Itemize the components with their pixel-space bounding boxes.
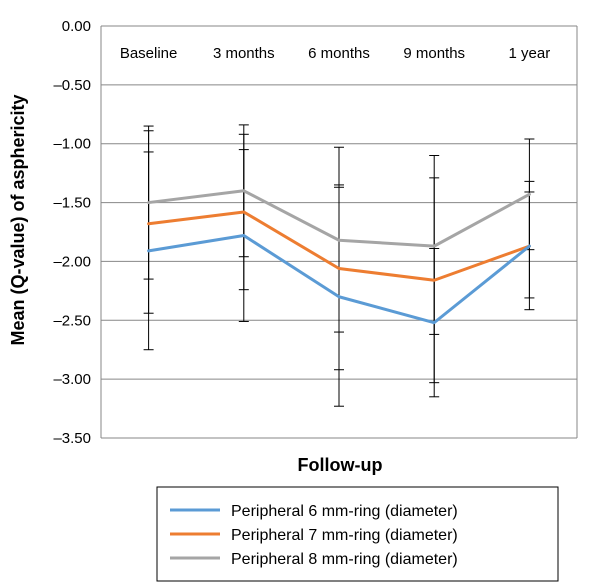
y-tick-label: –0.50 bbox=[53, 77, 91, 94]
category-label: Baseline bbox=[120, 45, 178, 62]
y-tick-label: –3.50 bbox=[53, 430, 91, 447]
series-lines bbox=[147, 189, 531, 325]
legend-label: Peripheral 8 mm-ring (diameter) bbox=[231, 551, 458, 568]
legend-label: Peripheral 6 mm-ring (diameter) bbox=[231, 503, 458, 520]
category-labels: Baseline 3 months 6 months 9 months 1 year bbox=[120, 45, 550, 62]
y-axis-tick-labels: 0.00 –0.50 –1.00 –1.50 –2.00 –2.50 –3.00 –3.50 bbox=[53, 18, 91, 447]
category-label: 3 months bbox=[213, 45, 275, 62]
plot-area-border bbox=[100, 26, 578, 438]
series-line bbox=[147, 189, 531, 248]
legend: Peripheral 6 mm-ring (diameter) Periphera… bbox=[156, 486, 559, 582]
y-axis-title: Mean (Q-value) of asphericity bbox=[8, 94, 28, 345]
y-tick-label: –3.00 bbox=[53, 371, 91, 388]
category-label: 6 months bbox=[308, 45, 370, 62]
legend-box bbox=[156, 486, 559, 582]
y-tick-label: –1.00 bbox=[53, 136, 91, 153]
y-tick-label: 0.00 bbox=[62, 18, 91, 35]
series-line bbox=[147, 234, 531, 325]
x-axis-title: Follow-up bbox=[298, 455, 383, 475]
legend-label: Peripheral 7 mm-ring (diameter) bbox=[231, 527, 458, 544]
category-label: 9 months bbox=[403, 45, 465, 62]
y-tick-label: –2.50 bbox=[53, 312, 91, 329]
series-line bbox=[147, 210, 531, 282]
y-tick-label: –1.50 bbox=[53, 195, 91, 212]
legend-items: Peripheral 6 mm-ring (diameter) Periphera… bbox=[170, 503, 458, 568]
y-tick-label: –2.00 bbox=[53, 253, 91, 270]
category-label: 1 year bbox=[509, 45, 551, 62]
